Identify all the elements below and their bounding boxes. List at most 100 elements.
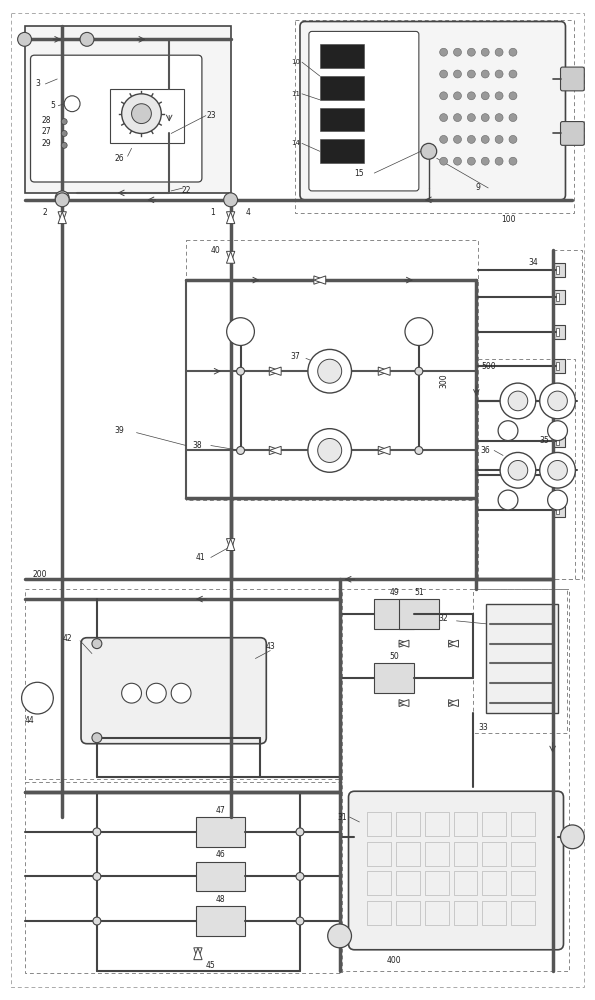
Circle shape — [468, 70, 475, 78]
Circle shape — [495, 135, 503, 143]
Bar — [553, 434, 565, 447]
Bar — [556, 362, 559, 370]
Circle shape — [440, 157, 447, 165]
Circle shape — [131, 104, 151, 124]
FancyBboxPatch shape — [30, 55, 202, 182]
Circle shape — [440, 114, 447, 122]
Polygon shape — [449, 700, 459, 707]
Text: 42: 42 — [62, 634, 72, 643]
Text: 40: 40 — [211, 246, 221, 255]
Circle shape — [55, 193, 69, 207]
Circle shape — [415, 447, 423, 454]
Circle shape — [468, 157, 475, 165]
Circle shape — [440, 135, 447, 143]
Text: 46: 46 — [216, 850, 226, 859]
Polygon shape — [449, 640, 459, 647]
Bar — [453, 871, 477, 895]
Circle shape — [61, 142, 67, 148]
Polygon shape — [314, 276, 325, 284]
Bar — [486, 604, 558, 713]
Circle shape — [18, 32, 32, 46]
Bar — [396, 812, 420, 836]
Bar — [340, 589, 569, 971]
Circle shape — [495, 48, 503, 56]
Polygon shape — [194, 948, 202, 960]
Text: 31: 31 — [338, 813, 347, 822]
Text: 47: 47 — [216, 806, 226, 815]
Polygon shape — [270, 446, 281, 455]
Bar — [474, 589, 568, 733]
Polygon shape — [378, 367, 390, 375]
Polygon shape — [449, 700, 459, 707]
FancyBboxPatch shape — [349, 791, 563, 950]
Bar — [196, 862, 246, 891]
Text: 41: 41 — [196, 553, 206, 562]
FancyBboxPatch shape — [81, 638, 267, 744]
Bar — [453, 842, 477, 866]
Circle shape — [468, 135, 475, 143]
Polygon shape — [58, 212, 67, 224]
Polygon shape — [314, 276, 325, 284]
Circle shape — [481, 114, 489, 122]
Bar — [24, 26, 231, 193]
Circle shape — [509, 48, 517, 56]
Bar — [553, 325, 565, 339]
Bar — [24, 589, 342, 779]
Circle shape — [440, 48, 447, 56]
Bar — [553, 359, 565, 373]
Circle shape — [540, 383, 575, 419]
Bar — [320, 139, 364, 163]
Circle shape — [548, 391, 568, 411]
Bar — [556, 293, 559, 301]
Bar — [196, 817, 246, 847]
Bar — [24, 782, 342, 973]
Bar — [556, 506, 559, 514]
Polygon shape — [270, 367, 281, 375]
Circle shape — [453, 135, 462, 143]
Bar — [186, 240, 478, 500]
Bar — [425, 901, 449, 925]
Bar — [396, 871, 420, 895]
Circle shape — [61, 119, 67, 125]
Circle shape — [121, 94, 161, 133]
Circle shape — [440, 70, 447, 78]
Text: 100: 100 — [501, 215, 515, 224]
Bar — [367, 842, 391, 866]
Circle shape — [146, 683, 166, 703]
Circle shape — [548, 460, 568, 480]
Circle shape — [495, 92, 503, 100]
Polygon shape — [58, 212, 67, 224]
Circle shape — [547, 490, 568, 510]
Text: 36: 36 — [480, 446, 490, 455]
Bar — [553, 468, 565, 482]
Text: 200: 200 — [33, 570, 47, 579]
Circle shape — [93, 917, 101, 925]
Text: 43: 43 — [265, 642, 275, 651]
Circle shape — [415, 367, 423, 375]
Circle shape — [92, 639, 102, 649]
Circle shape — [227, 318, 255, 345]
Text: 48: 48 — [216, 895, 226, 904]
Circle shape — [405, 318, 433, 345]
Text: 23: 23 — [206, 111, 215, 120]
Text: 29: 29 — [42, 139, 51, 148]
Circle shape — [468, 114, 475, 122]
Text: 50: 50 — [389, 652, 399, 661]
Circle shape — [296, 828, 304, 836]
Circle shape — [509, 70, 517, 78]
Circle shape — [121, 683, 142, 703]
Bar — [553, 394, 565, 408]
Bar — [320, 76, 364, 100]
Polygon shape — [378, 446, 390, 455]
Circle shape — [64, 96, 80, 112]
Text: 27: 27 — [42, 127, 51, 136]
Text: 45: 45 — [206, 961, 216, 970]
Bar — [483, 871, 506, 895]
Circle shape — [509, 114, 517, 122]
Circle shape — [453, 70, 462, 78]
Text: 3: 3 — [35, 79, 40, 88]
Circle shape — [61, 130, 67, 136]
Circle shape — [547, 421, 568, 441]
Polygon shape — [378, 367, 390, 375]
Text: 15: 15 — [355, 169, 364, 178]
